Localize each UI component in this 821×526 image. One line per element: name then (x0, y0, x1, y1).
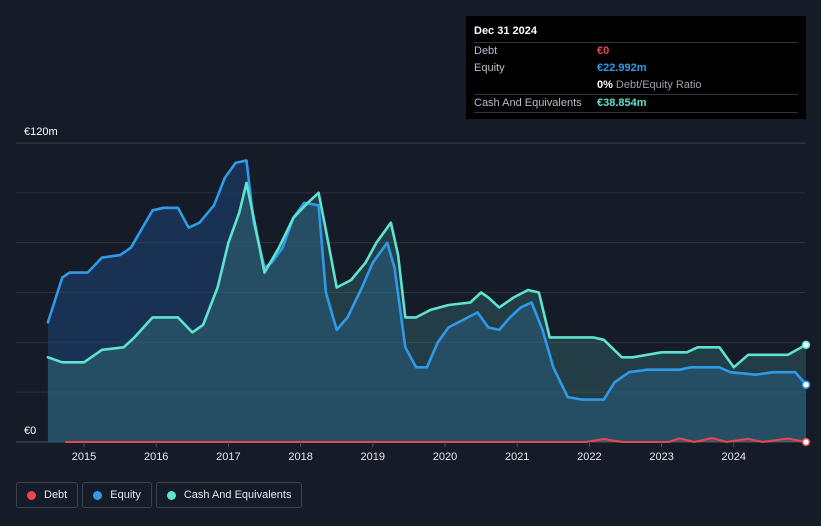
x-tick-label: 2022 (577, 451, 601, 463)
ratio-value: 0% (597, 79, 613, 91)
legend-item-debt[interactable]: Debt (16, 482, 79, 508)
legend-item-equity[interactable]: Equity (82, 482, 152, 508)
endpoint-marker-equity[interactable] (801, 380, 811, 389)
x-tick-label: 2020 (433, 451, 457, 463)
debt-dot-icon (27, 490, 36, 500)
ratio-caption: Debt/Equity Ratio (615, 79, 702, 91)
endpoint-marker-cash-and-equivalents[interactable] (801, 340, 811, 350)
x-tick-label: 2018 (288, 451, 312, 463)
legend-label-equity: Equity (110, 489, 141, 501)
legend: Debt Equity Cash And Equivalents (16, 482, 303, 508)
tooltip-label: Debt (474, 45, 498, 57)
equity-dot-icon (93, 490, 103, 500)
line-debt (65, 437, 807, 443)
legend-label-debt: Debt (44, 489, 68, 501)
tooltip-row-ratio: 0% Debt/Equity Ratio (474, 77, 798, 94)
tooltip-label: Cash And Equivalents (474, 97, 582, 109)
tooltip-divider (474, 112, 798, 113)
x-tick-label: 2024 (722, 451, 746, 463)
tooltip-value-ratio: 0% Debt/Equity Ratio (597, 77, 702, 94)
x-tick-label: 2015 (72, 451, 96, 463)
x-tick-label: 2019 (361, 451, 385, 463)
tooltip-label: Equity (474, 62, 505, 74)
tooltip-date: Dec 31 2024 (474, 25, 537, 37)
y-tick-label-min: €0 (24, 425, 36, 437)
tooltip-value-equity: €22.992m (597, 62, 647, 74)
tooltip-panel: Dec 31 2024 Debt €0 Equity €22.992m 0% De… (466, 16, 806, 119)
area-equity (47, 160, 806, 442)
y-tick-label-max: €120m (24, 126, 58, 138)
line-cash-and-equivalents (46, 181, 808, 369)
x-tick-label: 2017 (216, 451, 240, 463)
line-equity (46, 159, 808, 401)
legend-item-cash[interactable]: Cash And Equivalents (155, 482, 303, 508)
tooltip-value-cash: €38.854m (597, 97, 647, 109)
legend-label-cash: Cash And Equivalents (183, 489, 292, 501)
x-tick-label: 2016 (144, 451, 168, 463)
endpoint-marker-debt[interactable] (801, 437, 811, 447)
tooltip-row-debt: Debt €0 (474, 42, 798, 60)
x-tick-label: 2023 (649, 451, 673, 463)
cash-dot-icon (166, 490, 176, 500)
tooltip-row-equity: Equity €22.992m (474, 60, 798, 77)
tooltip-row-cash: Cash And Equivalents €38.854m (474, 94, 798, 112)
tooltip-label (474, 77, 597, 94)
plot-top-border (16, 143, 805, 144)
x-tick-label: 2021 (505, 451, 529, 463)
tooltip-value-debt: €0 (597, 45, 610, 57)
